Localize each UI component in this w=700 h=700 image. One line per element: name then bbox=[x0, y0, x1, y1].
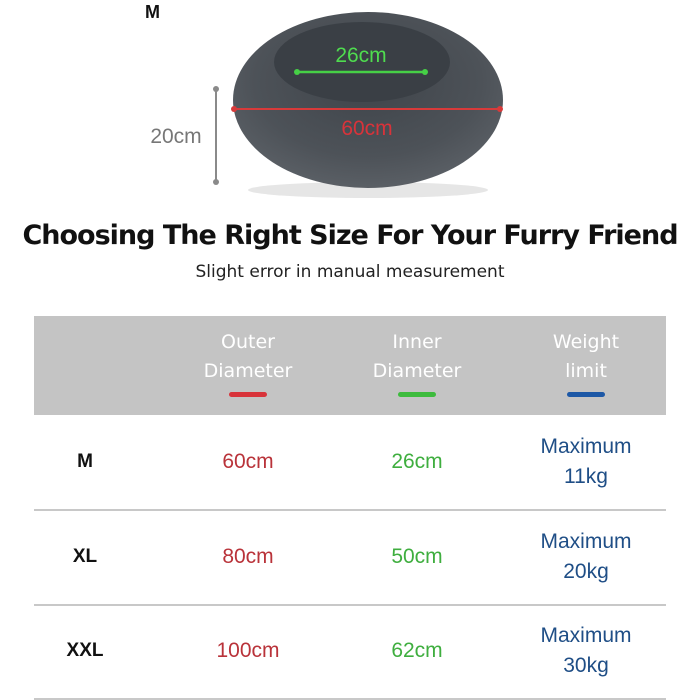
size-cell: M bbox=[77, 451, 93, 472]
weight-value: 30kg bbox=[563, 654, 609, 677]
weight-cell: Maximum 30kg bbox=[506, 604, 666, 698]
table-row: M 60cm 26cm Maximum 11kg bbox=[34, 415, 666, 511]
size-cell: XL bbox=[72, 546, 98, 567]
header-text: Diameter bbox=[372, 360, 462, 382]
pet-bed-image: 26cm 60cm 20cm bbox=[150, 12, 503, 198]
weight-text: Maximum bbox=[540, 435, 632, 458]
weight-cell: Maximum 20kg bbox=[506, 510, 666, 604]
bed-inner bbox=[274, 22, 450, 102]
outer-cell: 80cm bbox=[222, 545, 274, 568]
header-weight-limit: Weight limit bbox=[506, 328, 666, 397]
weight-text: Maximum bbox=[540, 624, 632, 647]
subtitle: Slight error in manual measurement bbox=[195, 262, 505, 282]
weight-value: 11kg bbox=[564, 465, 608, 488]
header-text: Outer bbox=[221, 331, 275, 353]
table-row: XL 80cm 50cm Maximum 20kg bbox=[34, 510, 666, 606]
inner-cell: 50cm bbox=[391, 545, 443, 568]
height-label: 20cm bbox=[150, 125, 201, 148]
inner-diameter-label: 26cm bbox=[335, 44, 386, 67]
outer-cell: 60cm bbox=[222, 450, 274, 473]
size-cell: XXL bbox=[66, 640, 104, 661]
weight-value: 20kg bbox=[563, 560, 609, 583]
header-text: Weight bbox=[552, 331, 620, 353]
size-table-header: Outer Diameter Inner Diameter Weight lim… bbox=[34, 316, 666, 415]
page-title: Choosing The Right Size For Your Furry F… bbox=[22, 220, 678, 251]
red-indicator-bar bbox=[229, 392, 267, 397]
weight-cell: Maximum 11kg bbox=[506, 415, 666, 509]
header-inner-diameter: Inner Diameter bbox=[337, 328, 497, 397]
header-text: Inner bbox=[392, 331, 442, 353]
outer-diameter-label: 60cm bbox=[341, 117, 392, 140]
outer-cell: 100cm bbox=[216, 639, 280, 662]
green-indicator-bar bbox=[398, 392, 436, 397]
table-row: XXL 100cm 62cm Maximum 30kg bbox=[34, 604, 666, 700]
header-text: limit bbox=[565, 360, 607, 382]
blue-indicator-bar bbox=[567, 392, 605, 397]
inner-cell: 62cm bbox=[391, 639, 443, 662]
header-outer-diameter: Outer Diameter bbox=[168, 328, 328, 397]
size-label: M bbox=[145, 2, 160, 22]
header-text: Diameter bbox=[203, 360, 293, 382]
weight-text: Maximum bbox=[540, 530, 632, 553]
inner-cell: 26cm bbox=[391, 450, 443, 473]
